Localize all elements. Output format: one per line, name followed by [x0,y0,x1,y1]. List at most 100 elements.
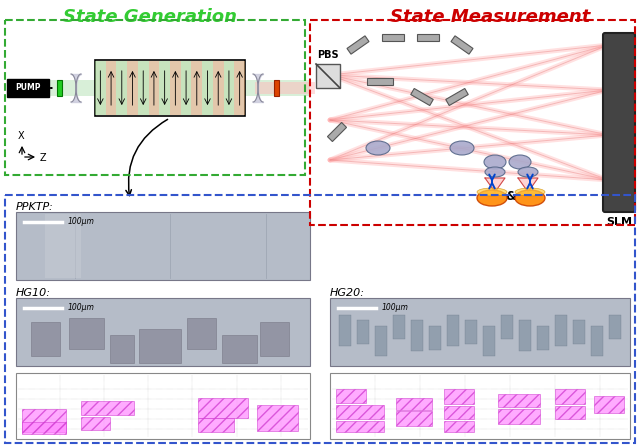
Bar [336,389,366,403]
Bar [393,315,405,339]
Bar [375,326,387,357]
Bar [95,60,245,116]
Bar [396,398,432,410]
Bar [316,64,340,88]
Bar [138,61,148,115]
Bar [274,80,279,96]
Text: X: X [18,131,24,141]
FancyBboxPatch shape [603,33,635,212]
Bar [191,61,202,115]
FancyBboxPatch shape [445,88,468,106]
Ellipse shape [450,141,474,155]
Bar [10,80,310,96]
Polygon shape [518,178,538,192]
Text: PUMP: PUMP [15,83,41,92]
FancyBboxPatch shape [328,122,346,142]
Text: PPKTP:: PPKTP: [16,202,54,212]
Bar [170,61,180,115]
Bar [609,315,621,339]
Bar [127,61,138,115]
Bar [444,421,474,432]
FancyBboxPatch shape [382,34,404,42]
Bar [186,319,216,349]
Bar [255,82,315,94]
Bar [498,409,540,424]
Text: PBS: PBS [317,50,339,60]
Bar [555,389,585,404]
FancyBboxPatch shape [417,34,439,42]
Bar [339,315,351,345]
Bar [465,320,477,344]
Bar [69,319,104,349]
Bar [110,336,134,362]
Bar [5,195,635,443]
Bar [555,406,585,419]
Bar [357,320,369,344]
Bar [555,315,567,345]
FancyBboxPatch shape [367,78,393,86]
Bar [81,401,134,415]
Ellipse shape [485,167,505,177]
Text: 100μm: 100μm [68,217,95,227]
Bar [31,322,60,356]
Bar [202,61,213,115]
Bar [447,315,459,345]
Bar [140,328,180,362]
Bar [573,320,585,344]
Bar [260,322,289,356]
Ellipse shape [366,141,390,155]
Bar [159,61,170,115]
Bar [591,326,603,357]
Bar [22,422,66,435]
Bar [444,406,474,419]
Bar [483,326,495,357]
FancyBboxPatch shape [411,88,433,106]
Bar [336,421,384,432]
Polygon shape [485,178,505,192]
Bar [22,409,66,432]
Bar [501,315,513,339]
Ellipse shape [515,190,545,206]
Ellipse shape [518,167,538,177]
Bar [45,214,81,278]
Ellipse shape [515,188,545,196]
Bar [81,417,110,431]
Text: HG10:: HG10: [16,288,51,298]
Bar [5,20,305,175]
Bar [330,298,630,366]
Text: Z: Z [40,153,47,163]
Bar [519,320,531,351]
Bar [148,61,159,115]
Text: &: & [506,190,516,203]
Bar [198,418,234,432]
Bar [16,212,310,280]
FancyBboxPatch shape [7,79,49,97]
Ellipse shape [509,155,531,169]
Text: 100μm: 100μm [382,303,409,313]
Bar [594,396,624,413]
Bar [57,80,62,96]
Bar [95,61,106,115]
Bar [234,61,245,115]
Bar [444,389,474,404]
Text: State Measurement: State Measurement [390,8,590,26]
Bar [411,320,423,351]
Text: HG20:: HG20: [330,288,365,298]
Ellipse shape [477,188,507,196]
Bar [106,61,116,115]
Bar [330,373,630,439]
FancyBboxPatch shape [451,36,473,54]
Bar [537,326,549,350]
Bar [257,405,298,431]
Text: 100μm: 100μm [68,303,95,313]
Bar [180,61,191,115]
Bar [429,326,441,350]
Bar [16,373,310,439]
Bar [116,61,127,115]
Bar [198,398,248,418]
Bar [396,411,432,426]
Ellipse shape [484,155,506,169]
FancyBboxPatch shape [347,36,369,54]
Text: SLM: SLM [606,217,632,227]
Ellipse shape [477,190,507,206]
